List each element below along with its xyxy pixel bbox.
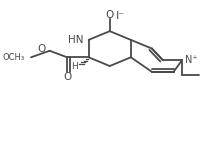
Text: O: O [63, 72, 71, 82]
Text: OCH₃: OCH₃ [2, 53, 24, 62]
Text: O: O [106, 10, 114, 20]
Text: O: O [38, 44, 46, 54]
Text: H: H [71, 62, 78, 71]
Text: N⁺: N⁺ [185, 55, 198, 65]
Text: HN: HN [68, 35, 84, 45]
Text: I⁻: I⁻ [116, 11, 125, 21]
